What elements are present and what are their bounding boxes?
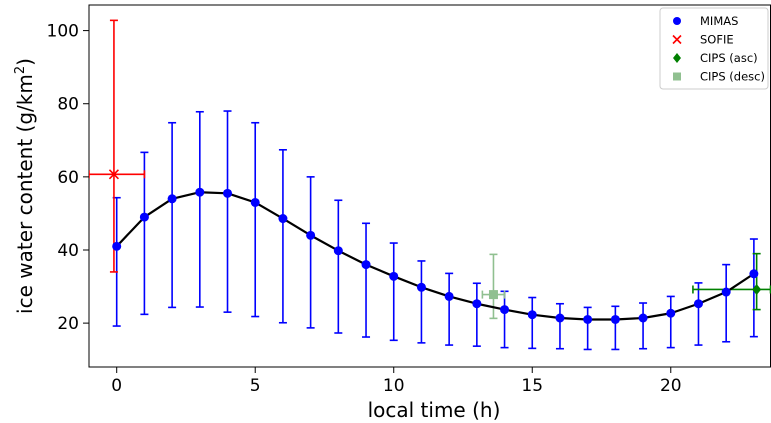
x-axis-title: local time (h) bbox=[368, 398, 501, 422]
mimas-point bbox=[167, 194, 177, 204]
mimas-point bbox=[306, 230, 316, 240]
mimas-point bbox=[638, 313, 648, 323]
y-tick-label: 100 bbox=[47, 22, 79, 42]
mimas-point bbox=[223, 188, 233, 198]
legend-label-cips-desc: CIPS (desc) bbox=[700, 70, 765, 84]
mimas-point bbox=[749, 269, 759, 279]
mimas-point bbox=[500, 305, 510, 315]
x-tick-label: 0 bbox=[111, 376, 122, 396]
x-tick-label: 15 bbox=[521, 376, 543, 396]
mimas-point bbox=[333, 246, 343, 256]
legend-items: MIMAS SOFIE CIPS (asc) CIPS (desc) bbox=[672, 14, 765, 84]
x-tick-label: 20 bbox=[660, 376, 682, 396]
sofie-point bbox=[108, 169, 119, 180]
legend-frame bbox=[659, 7, 769, 90]
mimas-point bbox=[472, 299, 482, 309]
series-layer bbox=[89, 19, 771, 351]
legend-marker-cips-desc bbox=[673, 72, 681, 81]
y-tick-label: 40 bbox=[57, 241, 79, 261]
legend-label-sofie: SOFIE bbox=[700, 33, 734, 47]
mimas-point bbox=[583, 314, 593, 324]
mimas-point bbox=[361, 260, 371, 270]
y-tick-label: 20 bbox=[57, 314, 79, 334]
mimas-point bbox=[610, 314, 620, 324]
cips-asc-point bbox=[752, 283, 762, 295]
y-axis-ticks: 20 40 60 80 100 bbox=[47, 22, 89, 334]
mimas-point bbox=[721, 287, 731, 297]
x-tick-label: 5 bbox=[250, 376, 261, 396]
mimas-point bbox=[555, 313, 565, 323]
mimas-point bbox=[527, 310, 537, 320]
x-tick-label: 10 bbox=[383, 376, 405, 396]
x-axis-ticks: 0 5 10 15 20 bbox=[111, 367, 682, 396]
mimas-point bbox=[278, 214, 288, 224]
y-tick-label: 60 bbox=[57, 168, 79, 188]
mimas-point bbox=[666, 308, 676, 318]
mimas-point bbox=[112, 241, 122, 251]
mimas-point bbox=[693, 299, 703, 309]
mimas-point bbox=[139, 212, 149, 222]
mimas-point bbox=[416, 282, 426, 292]
legend-marker-mimas bbox=[673, 17, 681, 25]
mimas-point bbox=[195, 187, 205, 197]
y-axis-title-superscript: 2 bbox=[13, 66, 28, 74]
y-tick-label: 80 bbox=[57, 95, 79, 115]
y-axis-title-main: ice water content (g/km bbox=[13, 74, 37, 314]
mimas-line bbox=[115, 191, 755, 321]
mimas-point bbox=[250, 197, 260, 207]
legend-label-mimas: MIMAS bbox=[700, 14, 738, 28]
legend: MIMAS SOFIE CIPS (asc) CIPS (desc) bbox=[659, 7, 769, 90]
legend-marker-sofie bbox=[672, 34, 682, 45]
legend-marker-cips-asc bbox=[673, 53, 681, 63]
legend-label-cips-asc: CIPS (asc) bbox=[700, 51, 758, 65]
mimas-point bbox=[444, 291, 454, 301]
y-axis-title-tail: ) bbox=[13, 58, 37, 66]
cips-desc-point bbox=[488, 290, 498, 300]
y-axis-title: ice water content (g/km2) bbox=[13, 58, 37, 314]
mimas-point bbox=[389, 271, 399, 281]
